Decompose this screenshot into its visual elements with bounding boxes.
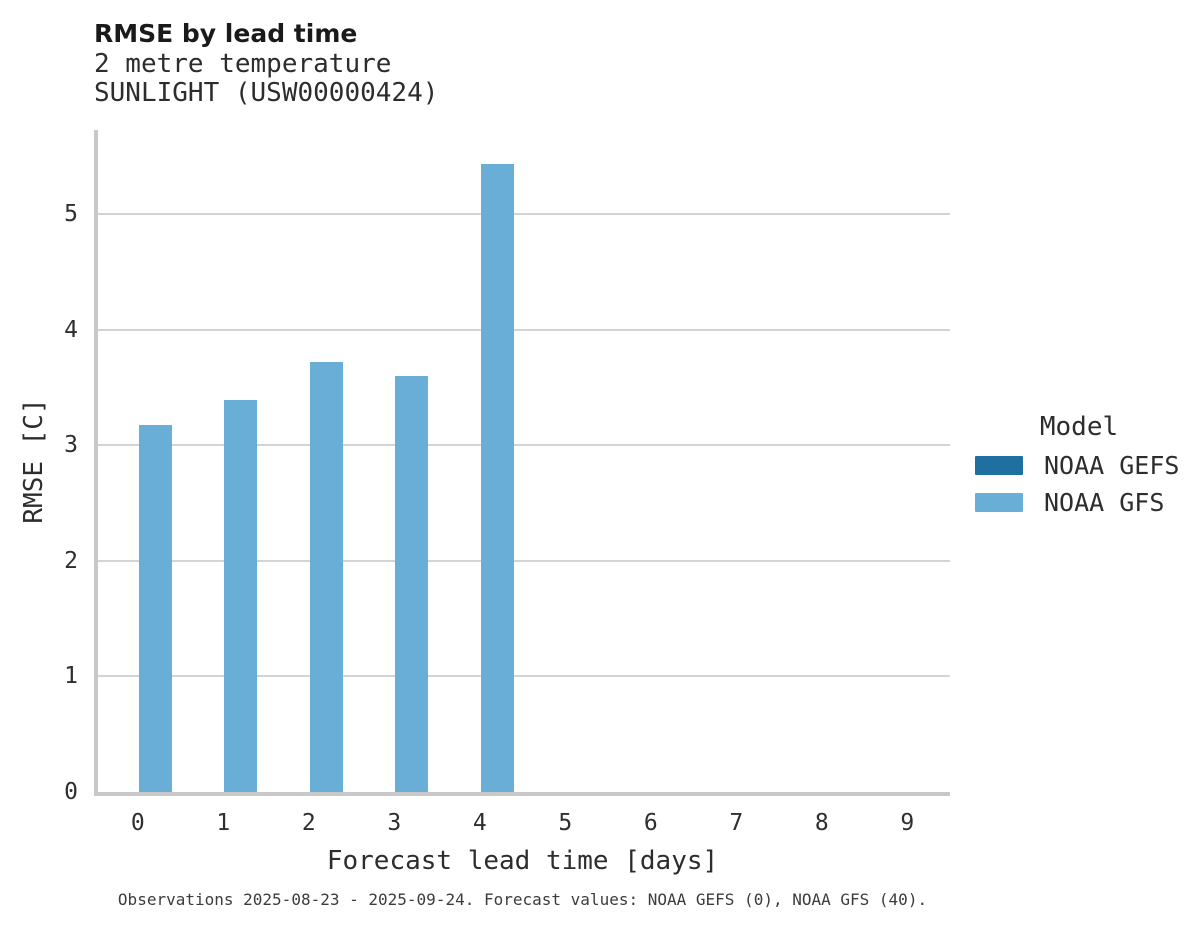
bar-noaa-gfs-lead-4 (480, 163, 514, 792)
legend-entry-noaa-gfs: NOAA GFS (963, 484, 1195, 521)
y-tick-label-0: 0 (64, 779, 78, 805)
gridline-y-2 (97, 559, 950, 562)
x-tick-label-3: 3 (387, 810, 402, 836)
gridline-y-1 (97, 675, 950, 678)
y-tick-label-4: 4 (64, 316, 78, 343)
y-tick-label-1: 1 (64, 663, 78, 690)
x-tick-label-2: 2 (301, 810, 316, 836)
x-tick-label-8: 8 (814, 810, 829, 836)
legend-title: Model (1039, 412, 1119, 442)
x-tick-label-4: 4 (472, 810, 487, 836)
legend-swatch (975, 493, 1023, 512)
chart-title: RMSE by lead time (94, 19, 358, 48)
bar-noaa-gfs-lead-3 (395, 376, 429, 792)
chart-header: RMSE by lead time 2 metre temperature SU… (94, 18, 438, 108)
y-tick-label-5: 5 (64, 201, 78, 228)
footer-caption: Observations 2025-08-23 - 2025-09-24. Fo… (117, 890, 928, 909)
x-axis-line (94, 792, 950, 796)
chart-subtitle-variable: 2 metre temperature (94, 49, 392, 79)
y-axis-label: RMSE [C] (19, 398, 49, 524)
legend: Model NOAA GEFS NOAA GFS (963, 412, 1195, 521)
bar-noaa-gfs-lead-1 (224, 400, 258, 792)
y-tick-label-2: 2 (64, 547, 78, 574)
x-axis-label: Forecast lead time [days] (326, 846, 719, 876)
legend-label: NOAA GEFS (1044, 451, 1180, 480)
x-tick-label-7: 7 (729, 810, 744, 836)
gridline-y-3 (97, 444, 950, 447)
chart-subtitle-station: SUNLIGHT (USW00000424) (94, 78, 439, 108)
x-tick-label-1: 1 (216, 810, 231, 836)
legend-swatch (975, 456, 1023, 475)
x-tick-label-6: 6 (643, 810, 658, 836)
bar-noaa-gfs-lead-0 (138, 424, 172, 792)
bar-noaa-gfs-lead-2 (309, 362, 343, 792)
x-tick-label-9: 9 (900, 810, 915, 836)
y-axis-line (94, 130, 98, 796)
gridline-y-4 (97, 328, 950, 331)
gridline-y-5 (97, 213, 950, 216)
x-tick-label-0: 0 (130, 810, 145, 836)
legend-entries: NOAA GEFS NOAA GFS (963, 447, 1195, 521)
x-tick-label-5: 5 (558, 810, 573, 836)
plot-area (95, 130, 950, 792)
legend-label: NOAA GFS (1044, 488, 1165, 517)
y-tick-label-3: 3 (64, 432, 78, 459)
legend-entry-noaa-gefs: NOAA GEFS (963, 447, 1195, 484)
